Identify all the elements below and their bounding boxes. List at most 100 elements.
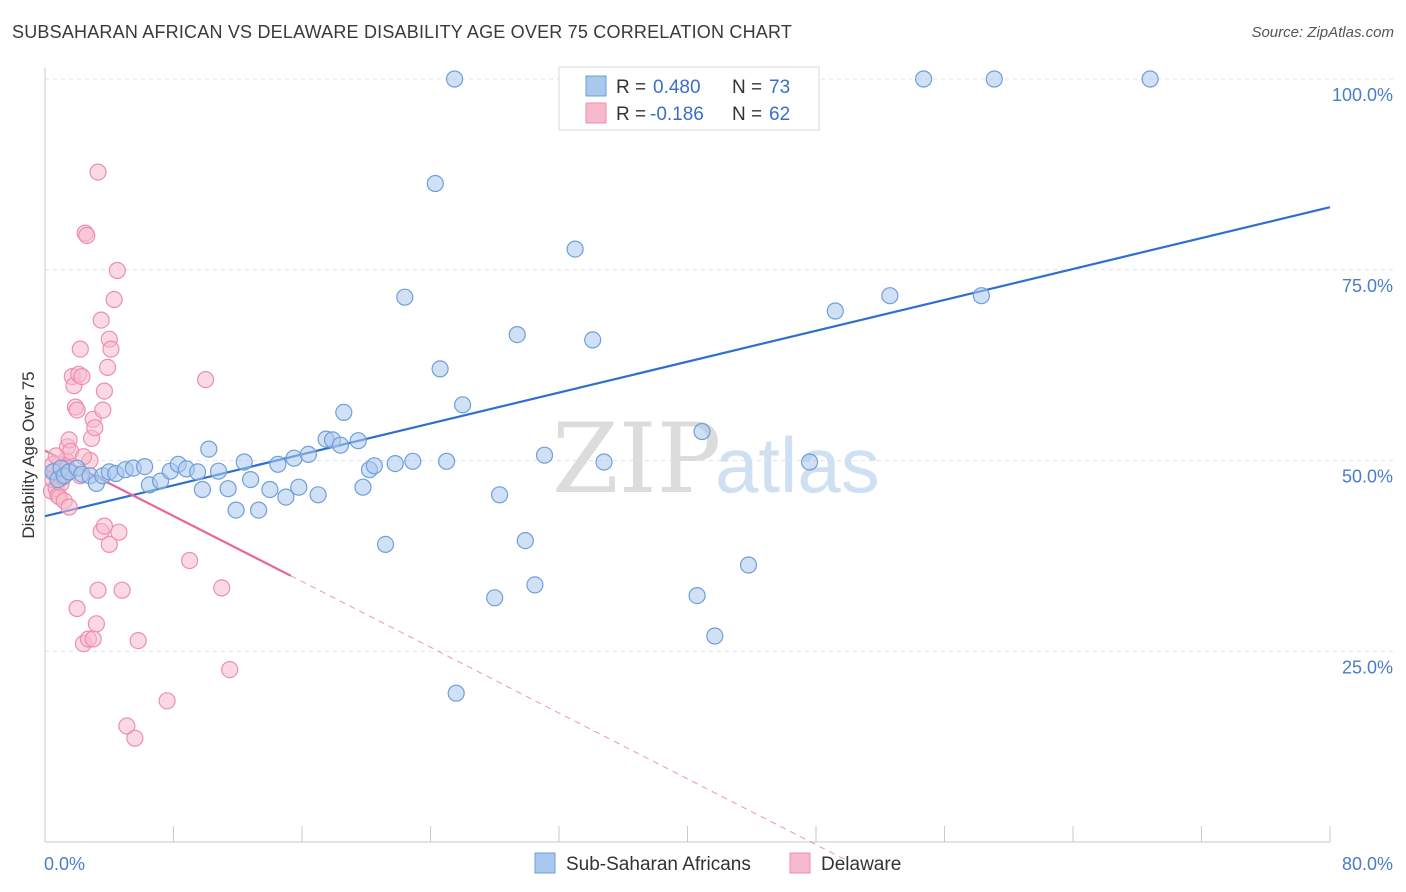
point-pink-41 [84,630,102,648]
point-blue-61 [566,240,584,258]
point-blue-40 [349,432,367,450]
series-legend-swatch-blue [534,852,556,874]
point-pink-52 [158,692,176,710]
watermark-zip: ZIP [552,403,721,515]
point-blue-45 [386,455,404,473]
y-tick-label-3: 100.0% [1332,85,1393,105]
point-blue-48 [426,174,444,193]
point-blue-59 [535,446,554,464]
legend-r-value-2: -0.186 [650,104,704,125]
point-blue-69 [826,302,844,320]
point-pink-43 [89,581,107,599]
point-blue-46 [396,288,414,306]
point-blue-44 [376,535,395,554]
point-pink-27 [92,311,110,329]
point-blue-62 [584,331,602,349]
point-pink-30 [98,358,117,376]
point-blue-43 [365,457,383,475]
legend-n-label-1: N = [732,77,762,98]
point-pink-18 [71,340,89,358]
legend-swatch-blue [585,75,607,97]
point-blue-63 [595,453,613,471]
point-blue-56 [508,326,526,344]
point-blue-49 [431,360,449,378]
point-blue-47 [404,452,422,470]
legend-r-value-1: 0.480 [653,77,701,98]
point-blue-20 [189,463,207,481]
point-pink-55 [213,579,231,597]
point-pink-26 [89,163,107,181]
point-pink-45 [95,517,114,535]
point-blue-50 [438,452,456,470]
point-pink-19 [73,368,91,386]
point-blue-66 [706,627,724,645]
point-blue-53 [454,396,472,414]
point-pink-16 [68,401,86,419]
point-blue-54 [491,486,509,504]
point-pink-38 [68,599,86,618]
point-blue-23 [209,462,228,480]
point-blue-26 [235,453,253,471]
series-legend-label-1: Sub-Saharan Africans [566,854,751,875]
y-tick-label-0: 25.0% [1342,657,1393,677]
point-blue-51 [446,70,464,88]
trend-lines [44,206,1331,862]
point-blue-34 [299,445,317,463]
series-legend: Sub-Saharan Africans Delaware [534,852,901,875]
point-pink-46 [100,535,118,554]
point-blue-31 [277,488,295,506]
point-pink-25 [86,419,104,437]
point-blue-65 [693,422,711,441]
point-blue-64 [688,586,706,605]
y-tick-labels: 25.0% 50.0% 75.0% 100.0% [1332,85,1393,677]
point-blue-55 [486,589,504,607]
point-blue-28 [250,501,268,519]
point-blue-33 [290,478,308,496]
point-blue-21 [193,480,211,499]
point-pink-21 [78,226,96,244]
legend-n-value-1: 73 [769,77,790,98]
point-pink-49 [118,717,136,735]
y-tick-label-1: 50.0% [1342,467,1393,487]
point-pink-53 [181,551,199,570]
point-blue-27 [242,471,260,489]
point-blue-39 [335,403,353,421]
point-blue-52 [447,684,465,702]
legend-r-label-1: R = [616,77,646,98]
legend-swatch-pink [585,102,607,124]
series-legend-swatch-pink [789,852,811,874]
point-pink-50 [126,729,144,747]
y-axis-label: Disability Age Over 75 [19,371,38,538]
chart-source: Source: ZipAtlas.com [1251,24,1394,41]
point-blue-71 [914,70,933,88]
series-legend-label-2: Delaware [821,854,901,875]
gridlines [45,78,1393,652]
point-blue-25 [227,501,245,519]
point-pink-47 [110,523,128,541]
point-pink-33 [105,290,123,309]
watermark: ZIP atlas [552,403,880,515]
point-blue-30 [269,455,287,473]
point-blue-74 [1141,70,1159,88]
point-pink-56 [221,660,239,679]
data-points [42,70,1159,747]
point-blue-14 [136,458,154,476]
point-pink-54 [197,371,215,389]
point-blue-38 [331,436,350,454]
point-pink-28 [94,401,112,419]
y-tick-label-2: 75.0% [1342,276,1393,296]
chart-title: SUBSAHARAN AFRICAN VS DELAWARE DISABILIT… [12,22,793,42]
point-pink-51 [129,631,147,650]
axes [44,68,1331,843]
x-tick-labels: 0.0% 80.0% [44,854,1393,874]
point-blue-67 [739,556,758,574]
trend-line-blue [44,206,1331,518]
point-blue-41 [354,478,372,496]
point-blue-32 [285,449,303,467]
point-blue-70 [881,287,899,305]
watermark-atlas: atlas [715,421,880,509]
point-blue-73 [972,287,991,305]
trend-line-pink-extension [290,575,849,862]
point-pink-42 [87,615,106,633]
